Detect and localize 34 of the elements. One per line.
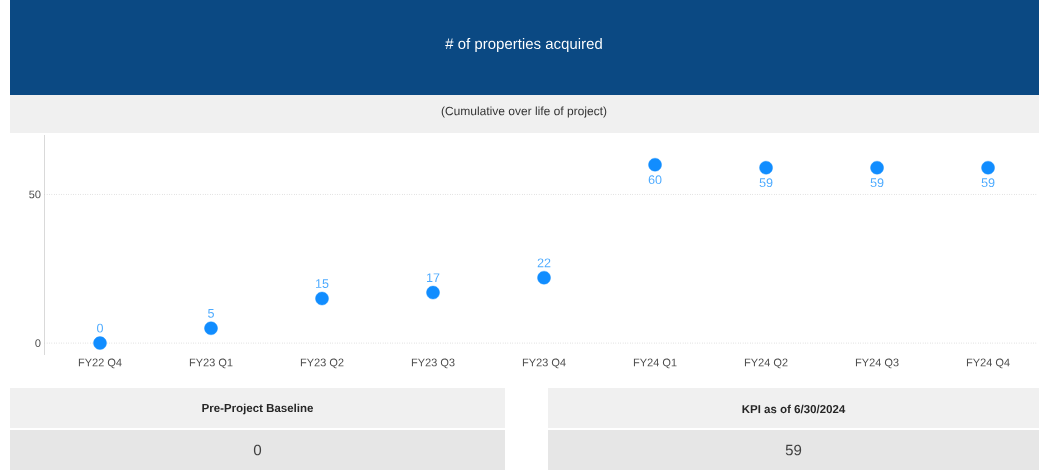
- data-label: 22: [537, 258, 551, 268]
- y-tick-label: 50: [29, 190, 41, 199]
- x-tick-label: FY23 Q1: [189, 358, 233, 369]
- x-tick-label: FY23 Q2: [300, 358, 344, 369]
- x-tick-label: FY23 Q4: [522, 358, 566, 369]
- point: [648, 158, 662, 172]
- data-label: 17: [427, 273, 440, 283]
- x-tick-label: FY24 Q2: [744, 358, 788, 369]
- data-label: 59: [759, 178, 773, 188]
- data-label: 5: [208, 308, 214, 318]
- x-tick-label: FY24 Q1: [633, 358, 677, 369]
- x-tick-label: FY23 Q3: [411, 358, 455, 369]
- text: 59: [785, 444, 802, 456]
- text: 0: [253, 444, 262, 456]
- data-label: 59: [870, 178, 884, 188]
- point: [870, 161, 884, 175]
- chart-subtitle: (Cumulative over life of project): [441, 106, 607, 118]
- text: Pre-Project Baseline: [202, 403, 314, 415]
- x-tick-label: FY24 Q3: [855, 358, 899, 369]
- x-tick-label: FY22 Q4: [78, 358, 122, 369]
- data-label: 0: [97, 323, 103, 333]
- text: KPI as of 6/30/2024: [742, 404, 846, 414]
- x-tick-label: FY24 Q4: [966, 358, 1010, 369]
- point: [759, 161, 773, 175]
- chart-title: # of properties acquired: [445, 38, 602, 52]
- point: [537, 271, 551, 285]
- point: [93, 336, 107, 350]
- point: [315, 291, 329, 306]
- point: [204, 321, 218, 335]
- data-label: 59: [981, 178, 995, 188]
- point: [426, 285, 440, 300]
- data-label: 60: [648, 175, 662, 185]
- point: [981, 161, 995, 175]
- data-label: 15: [316, 279, 329, 288]
